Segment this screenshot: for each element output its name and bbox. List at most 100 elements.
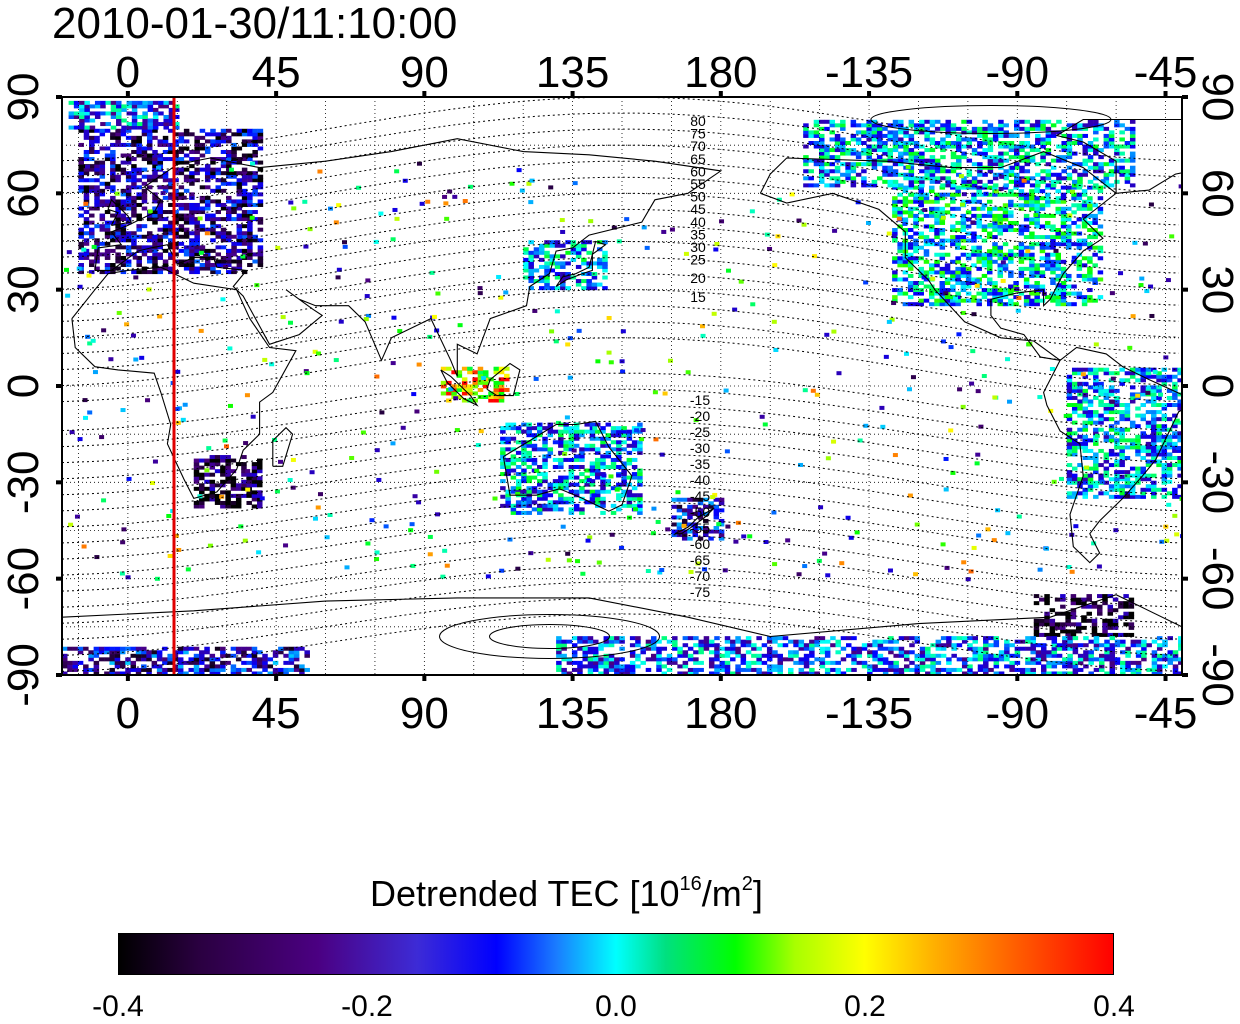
tec-cell — [1070, 622, 1077, 627]
tec-cell — [923, 238, 930, 243]
tec-cell — [929, 172, 936, 177]
tec-cell — [1066, 470, 1073, 475]
tec-cell — [960, 185, 967, 190]
tec-cell — [600, 464, 606, 469]
tec-cell — [584, 500, 590, 505]
tec-cell — [977, 172, 983, 177]
tec-cell — [1076, 217, 1083, 222]
tec-cell — [992, 192, 998, 197]
tec-cell — [1033, 622, 1040, 627]
tec-cell — [1039, 235, 1046, 240]
tec-cell — [950, 228, 956, 233]
tec-cell — [1108, 424, 1115, 429]
tec-cell — [1071, 183, 1078, 188]
tec-cell — [120, 238, 127, 243]
tec-cell — [788, 657, 794, 662]
tec-cell — [210, 231, 216, 236]
tec-cell — [1141, 650, 1147, 655]
tec-cell — [1082, 133, 1089, 138]
tec-cell — [1086, 604, 1092, 609]
tec-cell — [924, 130, 930, 135]
tec-cell — [1107, 611, 1114, 616]
tec-cell — [713, 508, 720, 513]
tec-cell — [930, 660, 936, 665]
tec-cell — [130, 667, 137, 672]
tec-cell — [603, 657, 610, 662]
tec-cell — [645, 667, 652, 672]
tec-cell — [929, 213, 935, 218]
tec-cell — [1029, 148, 1036, 153]
tec-cell — [131, 125, 138, 130]
tec-cell — [1071, 381, 1078, 386]
tec-cell — [708, 529, 714, 534]
tec-cell — [1019, 144, 1025, 149]
tec-cell — [257, 139, 264, 144]
tec-cell — [1088, 653, 1094, 658]
tec-cell — [152, 255, 158, 260]
tec-cell — [929, 176, 936, 181]
tec-cell — [1097, 224, 1104, 229]
tec-cell — [1119, 484, 1125, 489]
tec-cell — [1050, 133, 1057, 138]
tec-cell — [215, 171, 222, 176]
tec-cell — [565, 250, 571, 255]
tec-cell — [1050, 245, 1056, 250]
tec-cell — [1097, 594, 1103, 599]
tec-cell — [882, 165, 888, 170]
tec-cell — [929, 228, 935, 233]
tec-cell — [600, 482, 606, 487]
tec-cell — [589, 429, 596, 434]
tec-cell — [204, 263, 211, 268]
tec-cell — [581, 247, 587, 252]
tec-cell — [89, 128, 95, 133]
tec-cell — [1077, 385, 1083, 390]
tec-cell — [855, 130, 862, 135]
tec-cell — [661, 664, 668, 669]
tec-cell — [115, 178, 121, 183]
tec-cell — [1177, 466, 1182, 471]
tec-cell — [616, 493, 622, 498]
tec-cell — [983, 653, 989, 658]
tec-cell — [1035, 179, 1041, 184]
tec-cell — [656, 650, 662, 655]
tec-cell — [252, 210, 258, 215]
tec-cell — [1166, 434, 1173, 439]
tec-cell — [440, 366, 447, 371]
tec-cell — [1071, 284, 1077, 289]
tec-cell — [587, 667, 594, 672]
tec-cell — [241, 171, 248, 176]
tec-cell — [467, 384, 473, 389]
tec-cell — [819, 660, 826, 665]
tec-cell — [1120, 660, 1126, 665]
tec-cell — [168, 266, 174, 271]
tec-cell — [850, 119, 857, 124]
tec-cell — [824, 155, 830, 160]
tec-cell — [1135, 448, 1141, 453]
tec-cell — [940, 144, 946, 149]
tec-cell — [1060, 206, 1067, 211]
tec-cell — [135, 667, 142, 672]
tec-cell — [802, 388, 808, 393]
tec-cell — [278, 459, 284, 464]
tec-cell — [220, 135, 227, 140]
tec-cell — [1108, 406, 1115, 411]
tec-cell — [515, 426, 522, 431]
tec-cell — [907, 302, 914, 307]
tec-cell — [146, 178, 153, 183]
tec-cell — [252, 188, 258, 193]
tec-cell — [114, 653, 121, 658]
tec-cell — [183, 660, 189, 665]
tec-cell — [687, 504, 693, 509]
tec-cell — [608, 643, 615, 648]
tec-cell — [745, 636, 752, 641]
tec-cell — [1051, 643, 1058, 648]
tec-cell — [1044, 594, 1050, 599]
tec-cell — [1141, 639, 1147, 644]
tec-cell — [766, 650, 773, 655]
tec-cell — [531, 500, 538, 505]
tec-cell — [681, 497, 688, 502]
tec-cell — [110, 157, 116, 162]
tec-cell — [538, 286, 545, 291]
tec-cell — [1151, 639, 1158, 644]
tec-cell — [115, 135, 121, 140]
